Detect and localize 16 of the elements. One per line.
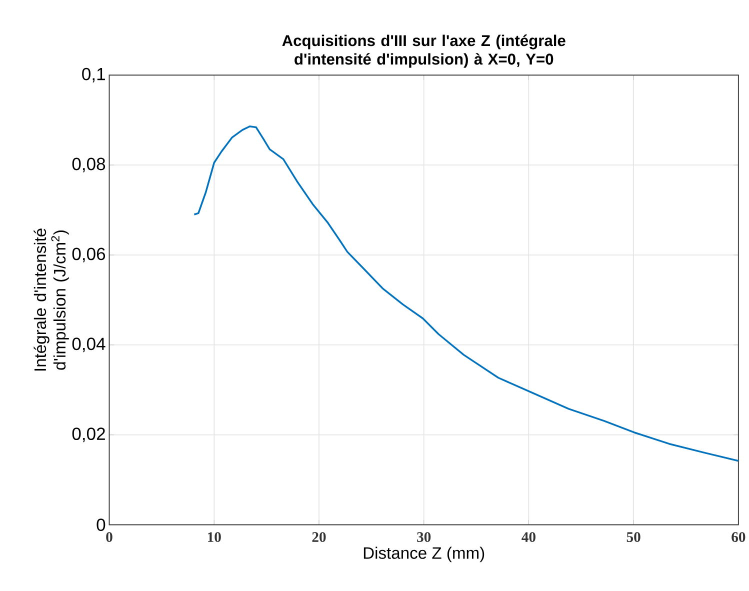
y-tick-label: 0,08 <box>72 158 106 172</box>
x-tick-label: 0 <box>106 532 112 542</box>
line-series <box>193 125 738 462</box>
y-tick-label: 0,04 <box>72 338 106 352</box>
x-tick-label: 50 <box>626 532 640 542</box>
x-tick-label: 30 <box>417 532 431 542</box>
x-tick-label: 60 <box>732 532 746 542</box>
chart-title: Acquisitions d'III sur l'axe Z (intégrale d'intensité d'impulsion) à X=0, Y=0 <box>282 34 566 68</box>
y-tick-label: 0,06 <box>72 248 106 262</box>
x-axis-title: Distance Z (mm) <box>364 546 484 562</box>
y-tick-label: 0,02 <box>72 428 105 442</box>
x-tick-label: 20 <box>312 532 326 542</box>
x-tick-label: 10 <box>208 532 221 542</box>
y-tick-label: 0 <box>96 518 106 531</box>
x-tick-label: 40 <box>522 532 536 542</box>
y-tick-label: 0,1 <box>82 68 105 82</box>
